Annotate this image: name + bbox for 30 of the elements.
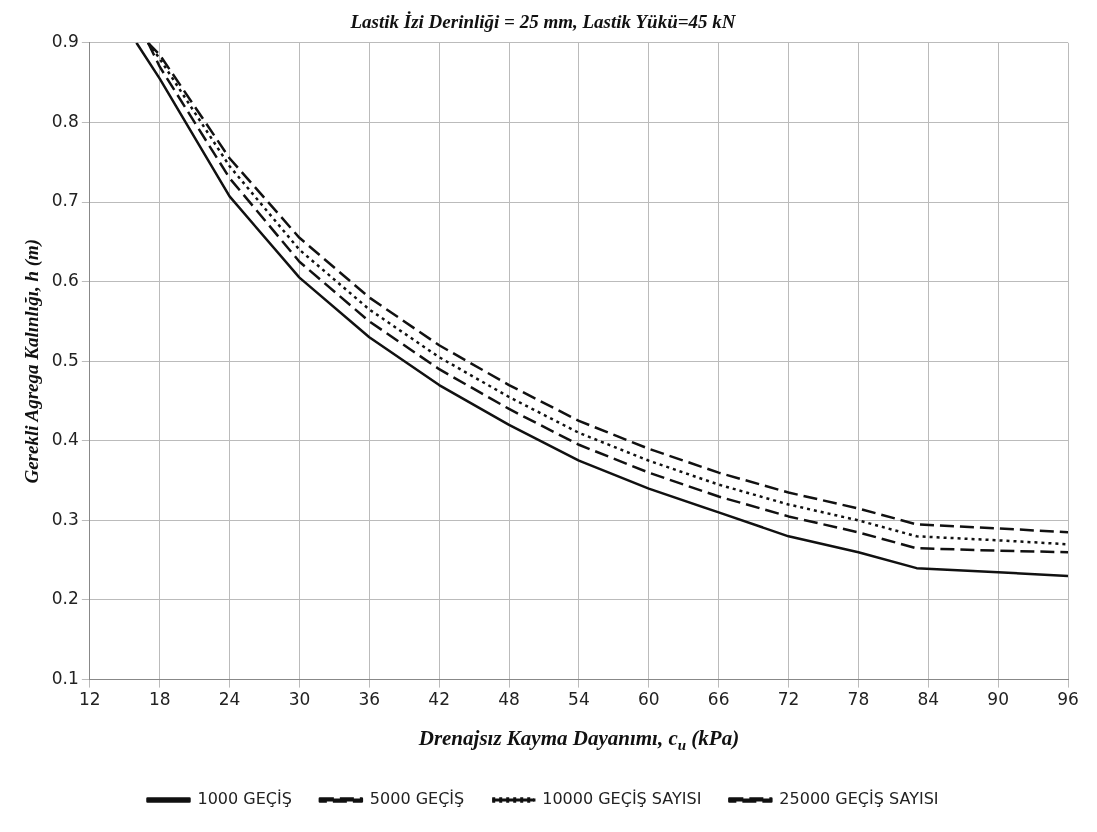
x-tick-label: 96 [1057, 689, 1079, 710]
x-tick-label: 12 [79, 689, 101, 710]
x-tick-label: 66 [707, 689, 730, 710]
x-tick-label: 18 [148, 689, 171, 710]
x-tick-label: 36 [358, 689, 381, 710]
x-tick-label: 90 [987, 689, 1009, 710]
legend-label: 5000 GEÇİŞ [369, 789, 465, 809]
chart-title: Lastik İzi Derinliği = 25 mm, Lastik Yükü=45 kN [349, 11, 737, 33]
legend-label: 10000 GEÇİŞ SAYISI [542, 789, 702, 809]
y-tick-label: 0.4 [51, 429, 79, 450]
legend-label: 25000 GEÇİŞ SAYISI [779, 789, 939, 809]
legend-label: 1000 GEÇİŞ [197, 789, 292, 809]
y-tick-label: 0.2 [51, 588, 79, 609]
x-tick-label: 24 [218, 689, 241, 710]
y-tick-label: 0.8 [51, 110, 79, 131]
x-tick-label: 60 [637, 689, 660, 710]
x-tick-label: 30 [288, 689, 311, 710]
x-tick-label: 48 [498, 689, 520, 710]
y-axis-title: Gerekli Agrega Kalınlığı, h (m) [21, 238, 44, 484]
x-tick-label: 84 [917, 689, 940, 710]
y-tick-label: 0.9 [51, 31, 79, 52]
x-tick-label: 42 [428, 689, 450, 710]
x-tick-label: 78 [847, 689, 870, 710]
y-tick-label: 0.3 [51, 508, 79, 529]
y-tick-label: 0.6 [51, 270, 79, 291]
x-tick-label: 72 [777, 689, 800, 710]
y-tick-label: 0.7 [51, 190, 79, 211]
y-tick-label: 0.5 [51, 349, 79, 370]
x-tick-label: 54 [568, 689, 590, 710]
y-tick-label: 0.1 [51, 668, 79, 689]
